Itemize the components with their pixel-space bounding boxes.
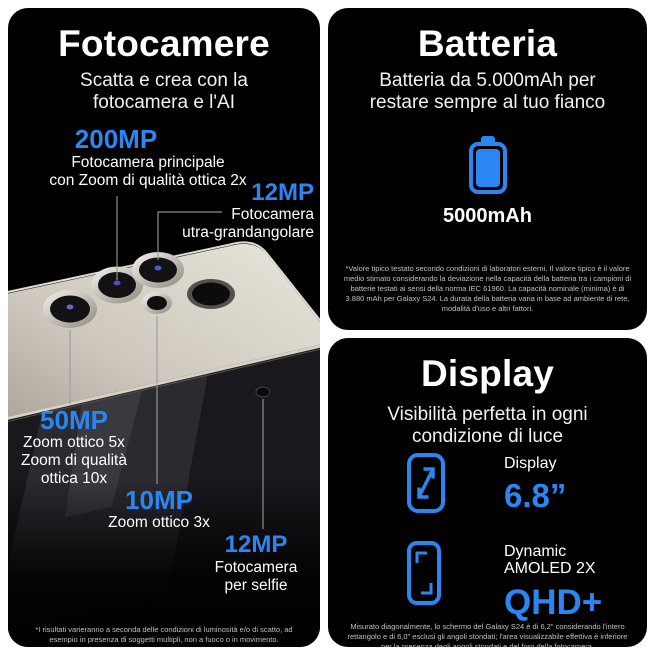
battery-icon xyxy=(328,136,647,194)
spec-selfie-value: 12MP xyxy=(224,531,288,558)
battery-icon-fill xyxy=(475,149,500,187)
display-panel: Display Visibilità perfetta in ogni cond… xyxy=(328,338,647,647)
screen-expand-icon xyxy=(407,453,445,513)
spec-tele-3x-value: 10MP xyxy=(125,485,193,515)
spec-tele-3x-camera: 10MP Zoom ottico 3x xyxy=(69,486,249,532)
battery-icon-nub xyxy=(480,136,495,143)
display-panel-type-row: Dynamic AMOLED 2X QHD+ xyxy=(328,540,647,620)
camera-title: Fotocamere xyxy=(58,23,270,64)
screen-corners-icon xyxy=(407,541,441,605)
display-footnote: Misurato diagonalmente, lo schermo del G… xyxy=(347,622,628,647)
camera-panel: Fotocamere Scatta e crea con la fotocame… xyxy=(8,8,320,647)
battery-footnote: *Valore tipico testato secondo condizion… xyxy=(343,264,632,313)
spec-tele-3x-desc: Zoom ottico 3x xyxy=(108,514,210,531)
display-panel-type-line1: Dynamic xyxy=(504,543,567,560)
display-panel-type-text: Dynamic AMOLED 2X QHD+ xyxy=(504,543,602,620)
camera-subtitle-line2: fotocamera e l'AI xyxy=(93,92,235,113)
battery-panel: Batteria Batteria da 5.000mAh per restar… xyxy=(328,8,647,330)
display-resolution-value: QHD+ xyxy=(504,583,603,622)
spec-selfie-camera: 12MP Fotocamera per selfie xyxy=(191,531,320,595)
phone-rear-cameras-photo xyxy=(8,196,320,647)
spec-ultrawide-value: 12MP xyxy=(251,179,314,206)
battery-title: Batteria xyxy=(417,23,558,64)
display-size-value: 6.8” xyxy=(504,477,567,514)
spec-selfie-desc: Fotocamera per selfie xyxy=(214,559,298,594)
camera-subtitle: Scatta e crea con la fotocamera e l'AI xyxy=(8,70,320,114)
spec-tele-5x-value: 50MP xyxy=(40,405,108,435)
display-panel-type-line2: AMOLED 2X xyxy=(504,560,596,577)
battery-capacity-label: 5000mAh xyxy=(443,205,532,227)
spec-ultrawide-camera: 12MP Fotocamera utra-grandangolare xyxy=(144,180,314,242)
display-size-text: Display 6.8” xyxy=(504,455,566,513)
spec-main-desc: Fotocamera principale con Zoom di qualit… xyxy=(49,154,247,189)
camera-footnote: *I risultati varieranno a seconda delle … xyxy=(35,625,293,644)
line-ultrawide-camera xyxy=(157,211,222,260)
display-subtitle: Visibilità perfetta in ogni condizione d… xyxy=(387,404,588,447)
display-title: Display xyxy=(420,353,554,394)
spec-main-camera: 200MP Fotocamera principale con Zoom di … xyxy=(8,125,288,190)
spec-tele-5x-camera: 50MP Zoom ottico 5x Zoom di qualità otti… xyxy=(8,406,140,488)
camera-subtitle-line1: Scatta e crea con la xyxy=(80,70,248,91)
display-size-row: Display 6.8” xyxy=(328,452,647,522)
display-size-label: Display xyxy=(504,455,557,472)
selfie-camera-dot xyxy=(255,386,271,398)
battery-icon-body xyxy=(468,142,507,194)
spec-main-value: 200MP xyxy=(74,124,158,154)
connector-lines xyxy=(69,196,264,529)
spec-ultrawide-desc: Fotocamera utra-grandangolare xyxy=(182,206,314,241)
battery-subtitle: Batteria da 5.000mAh per restare sempre … xyxy=(369,70,606,113)
spec-tele-5x-desc: Zoom ottico 5x Zoom di qualità ottica 10… xyxy=(21,434,127,487)
camera-lenses xyxy=(43,252,235,328)
